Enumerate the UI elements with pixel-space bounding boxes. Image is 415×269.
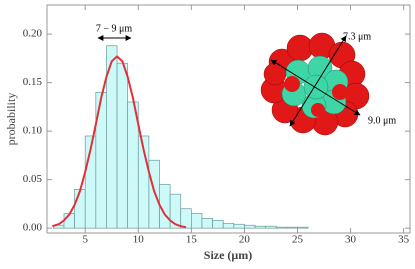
bar — [74, 188, 86, 229]
x-tick-label: 25 — [292, 234, 304, 246]
annotation: 7.3 μm — [343, 31, 371, 42]
bar — [201, 218, 213, 229]
y-tick-label: 0.05 — [23, 173, 43, 185]
bar — [148, 159, 160, 229]
bar — [297, 226, 309, 229]
bar — [233, 223, 245, 229]
x-tick-label: 30 — [345, 234, 357, 246]
x-tick-label: 15 — [186, 234, 198, 246]
bar — [212, 220, 224, 229]
bar — [275, 226, 288, 229]
bar — [222, 222, 235, 229]
y-tick-label: 0.00 — [23, 222, 43, 234]
y-tick-label: 0.10 — [23, 125, 43, 137]
annotation: 9.0 μm — [368, 115, 396, 126]
x-tick-label: 35 — [398, 234, 410, 246]
bar — [180, 208, 192, 229]
y-tick-label: 0.20 — [23, 28, 43, 40]
bar — [116, 62, 129, 229]
annotation: 7 − 9 μm — [96, 23, 133, 34]
bar — [286, 226, 298, 229]
bar — [265, 225, 277, 229]
x-axis-label: Size (μm) — [204, 248, 252, 262]
y-axis-label: probability — [4, 93, 18, 146]
fit-curve — [52, 55, 187, 229]
bar — [254, 225, 266, 229]
y-tick-label: 0.15 — [23, 76, 43, 88]
inset-cluster — [260, 32, 370, 136]
x-tick-label: 10 — [133, 234, 145, 246]
x-tick-label: 20 — [239, 234, 251, 246]
bar — [244, 224, 256, 229]
plot-frame — [46, 4, 411, 234]
bar — [191, 213, 203, 229]
x-tick-label: 5 — [82, 234, 88, 246]
